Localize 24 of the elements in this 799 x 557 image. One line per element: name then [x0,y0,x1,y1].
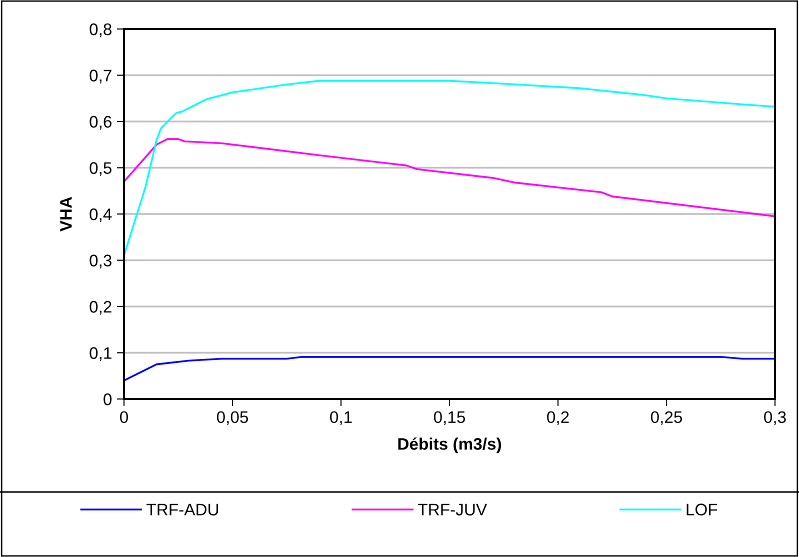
y-tick-label: 0 [104,393,112,406]
legend-label: TRF-JUV [418,504,488,516]
y-tick-label: 0,8 [90,23,112,38]
y-tick-label: 0,4 [90,208,112,222]
x-tick-label: 0,1 [330,411,352,426]
y-tick-label: 0,6 [90,116,112,130]
x-tick-label: 0,05 [216,411,248,426]
y-tick-label: 0,7 [90,70,112,84]
x-axis-title: Débits (m3/s) [398,437,501,454]
x-tick-label: 0,2 [547,411,569,426]
y-tick-label: 0,5 [90,162,112,176]
x-tick-label: 0,25 [650,411,682,426]
line-series [123,356,776,382]
line-series [123,80,776,257]
y-axis-title: VHA [60,196,72,232]
line-series [123,138,776,218]
legend-label: TRF-ADU [146,504,218,516]
x-tick-label: 0 [120,411,128,424]
y-tick-label: 0,1 [90,347,112,361]
x-tick-label: 0,3 [764,411,786,426]
legend-label: LOF [686,504,718,516]
y-tick-label: 0,2 [90,300,112,315]
y-tick-label: 0,3 [90,254,112,268]
x-tick-label: 0,15 [434,411,466,426]
